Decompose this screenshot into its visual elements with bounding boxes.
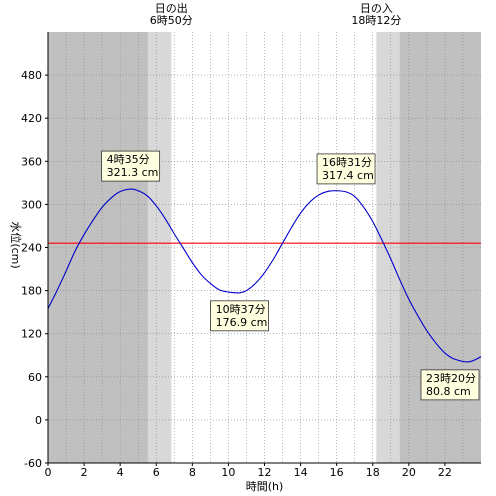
y-tick-label: 120 bbox=[21, 328, 42, 341]
series-line bbox=[47, 188, 482, 363]
callout-box bbox=[101, 150, 161, 182]
x-tick-label: 6 bbox=[153, 466, 160, 479]
x-tick-label: 0 bbox=[45, 466, 52, 479]
sunset-title: 日の入 bbox=[360, 2, 393, 15]
dusk-twilight-band bbox=[376, 32, 400, 463]
x-tick-label: 14 bbox=[294, 466, 308, 479]
callout-value: 321.3 cm bbox=[107, 166, 159, 179]
sunrise-time: 6時50分 bbox=[150, 14, 193, 27]
callout-box bbox=[420, 369, 480, 401]
callout-time: 10時37分 bbox=[216, 303, 266, 316]
y-tick-label: 360 bbox=[21, 155, 42, 168]
y-tick-label: 0 bbox=[35, 414, 42, 427]
y-tick-label: 180 bbox=[21, 285, 42, 298]
x-tick-label: 8 bbox=[189, 466, 196, 479]
y-tick-label: 240 bbox=[21, 242, 42, 255]
y-tick-label: 300 bbox=[21, 198, 42, 211]
y-axis-label: 水位(cm) bbox=[9, 221, 23, 268]
axes bbox=[45, 32, 481, 466]
series-group bbox=[47, 188, 482, 363]
callout-time: 23時20分 bbox=[426, 372, 476, 385]
x-tick-label: 20 bbox=[402, 466, 416, 479]
x-tick-label: 2 bbox=[81, 466, 88, 479]
sunset-time: 18時12分 bbox=[351, 14, 401, 27]
y-tick-label: 420 bbox=[21, 112, 42, 125]
x-tick-label: 22 bbox=[438, 466, 452, 479]
sun-labels: 日の出 6時50分 日の入 18時12分 bbox=[150, 1, 402, 27]
x-tick-label: 12 bbox=[258, 466, 272, 479]
sunrise-title: 日の出 bbox=[155, 1, 188, 15]
x-tick-label: 4 bbox=[117, 466, 124, 479]
callout-box bbox=[210, 300, 270, 332]
x-tick-label: 18 bbox=[366, 466, 380, 479]
callout-box bbox=[316, 153, 376, 185]
x-tick-label: 16 bbox=[330, 466, 344, 479]
callout-value: 176.9 cm bbox=[216, 316, 268, 329]
y-tick-label: 60 bbox=[28, 371, 42, 384]
y-tick-label: 480 bbox=[21, 69, 42, 82]
callout-value: 317.4 cm bbox=[322, 169, 374, 182]
y-tick-label: -60 bbox=[24, 457, 42, 470]
callout-time: 16時31分 bbox=[322, 156, 372, 169]
callout-value: 80.8 cm bbox=[426, 385, 471, 398]
x-axis-label: 時間(h) bbox=[246, 480, 284, 493]
tick-labels: 0 2 4 6 8 10 12 14 16 18 20 22-60060120180240300360… bbox=[21, 69, 452, 479]
x-tick-label: 10 bbox=[221, 466, 235, 479]
callout-time: 4時35分 bbox=[107, 153, 150, 166]
